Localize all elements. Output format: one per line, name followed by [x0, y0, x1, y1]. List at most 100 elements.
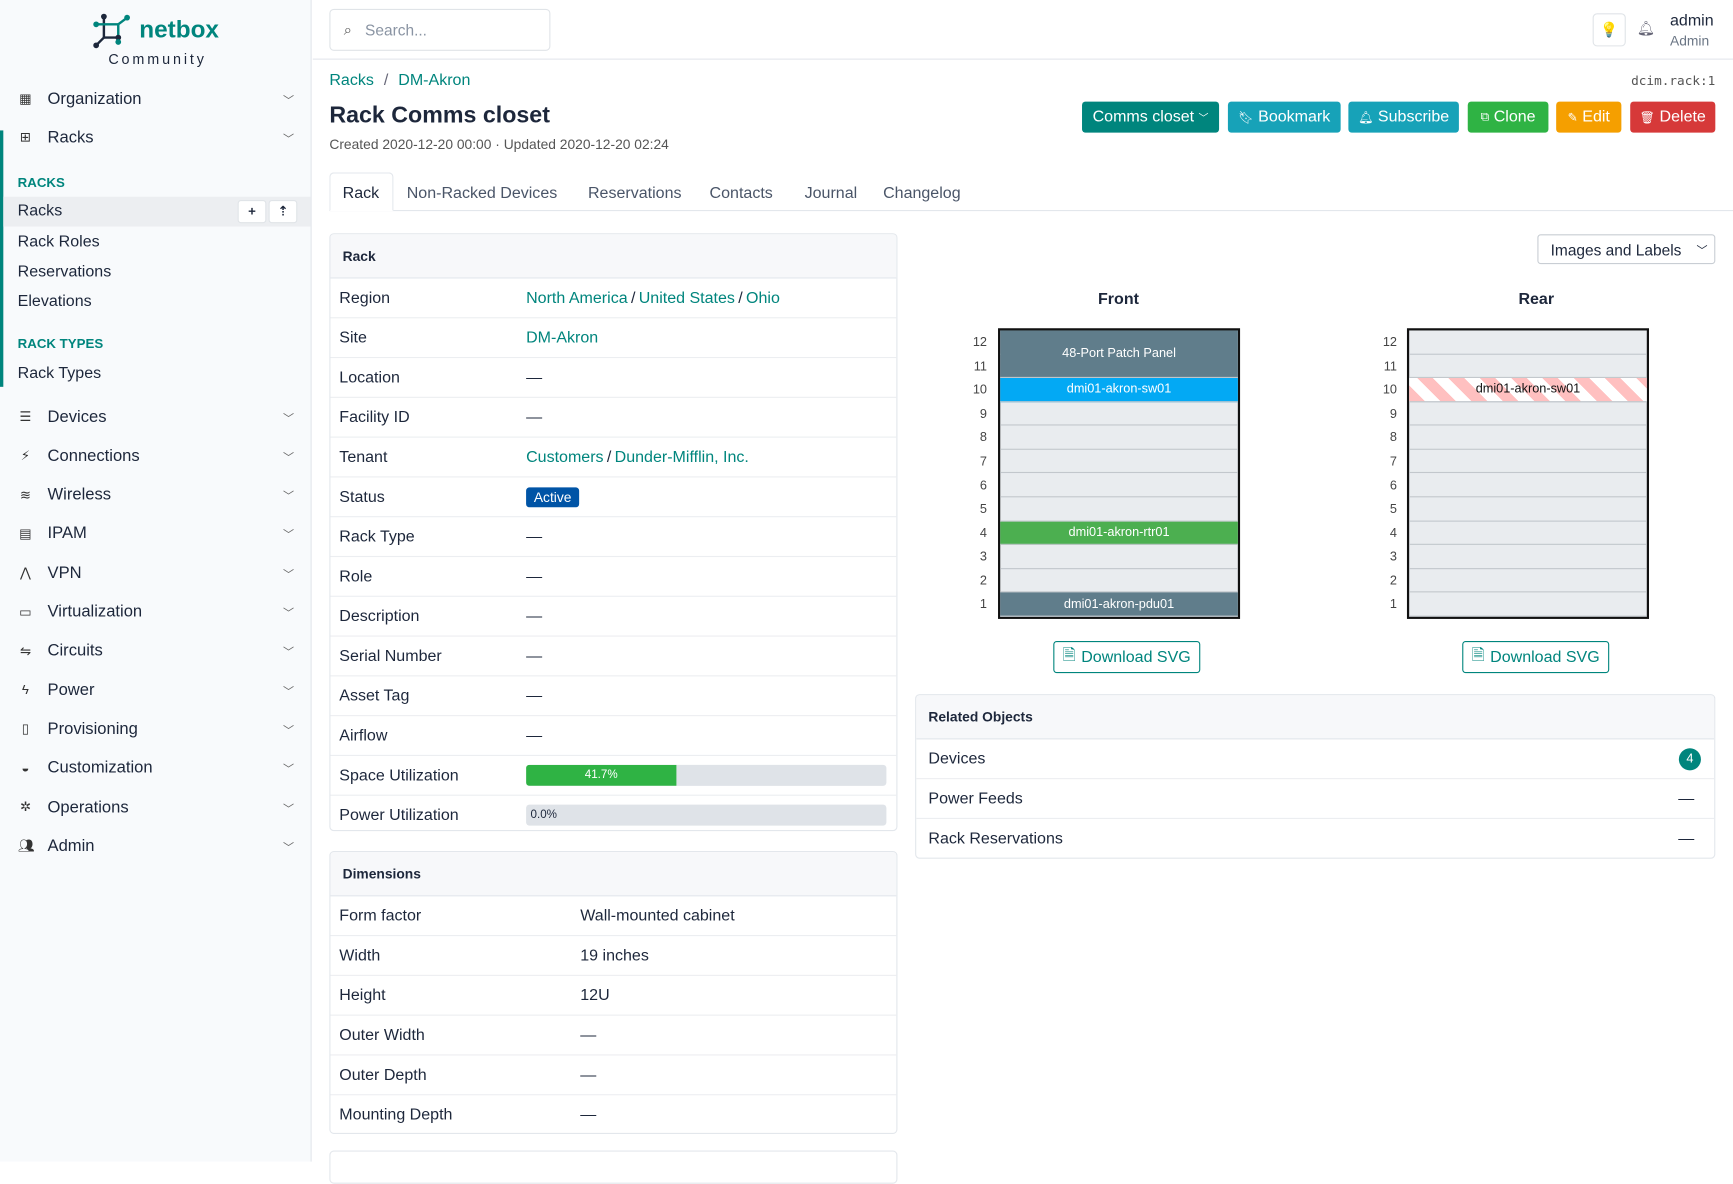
tabs-divider	[329, 209, 1733, 212]
unit-number: 3	[1389, 550, 1398, 564]
sidebar-link-racks[interactable]: Racks	[17, 202, 63, 220]
add-rack-button[interactable]: +	[237, 200, 267, 224]
related-row[interactable]: Power Feeds —	[916, 779, 1715, 819]
sidebar-item-virtualization[interactable]: ▭ Virtualization ﹀	[0, 595, 312, 628]
region-link[interactable]: Ohio	[746, 289, 780, 307]
rack-attr-row: Space Utilization 41.7%	[330, 756, 897, 796]
button-label: Subscribe	[1377, 108, 1450, 126]
user-menu[interactable]: admin	[1670, 12, 1714, 30]
dimension-row: Outer Depth —	[330, 1055, 897, 1096]
chevron-down-icon: ﹀	[282, 451, 294, 464]
sidebar-link-elevations[interactable]: Elevations	[17, 292, 92, 311]
site-link[interactable]: DM-Akron	[526, 328, 599, 347]
sidebar-link-reservations[interactable]: Reservations	[17, 263, 112, 281]
delete-button[interactable]: 🗑︎ Delete	[1630, 101, 1716, 133]
subscribe-button[interactable]: 🔔︎ Subscribe	[1348, 101, 1459, 133]
rack-device-rear[interactable]: dmi01-akron-sw01	[1409, 378, 1647, 403]
download-rear-svg-button[interactable]: 🗎︎ Download SVG	[1462, 641, 1610, 674]
sidebar-item-organization[interactable]: ▦ Organization ﹀	[0, 82, 312, 115]
chevron-down-icon: ﹀	[282, 529, 294, 542]
rack-attr-row: Location —	[330, 358, 897, 398]
breadcrumb-racks[interactable]: Racks	[329, 71, 374, 90]
rack-icon: ⊞	[19, 129, 31, 145]
unit-number: 8	[1389, 431, 1398, 445]
sidebar-link-rack-types[interactable]: Rack Types	[17, 364, 102, 383]
theme-toggle-lightbulb-icon[interactable]: 💡	[1592, 13, 1626, 47]
rack-device[interactable]: dmi01-akron-pdu01	[1000, 592, 1238, 617]
unit-number: 11	[973, 359, 987, 374]
sidebar-item-power[interactable]: ϟ Power ﹀	[0, 673, 312, 706]
chevron-down-icon: ﹀	[282, 763, 294, 777]
bar-label: 0.0%	[530, 807, 557, 822]
unit-number: 12	[1382, 335, 1398, 350]
search-input[interactable]: ⌕ Search...	[329, 8, 551, 51]
file-icon: ▯	[21, 721, 30, 737]
related-row[interactable]: Devices 4	[916, 739, 1715, 780]
tenant-link[interactable]: Dunder-Mifflin, Inc.	[614, 448, 749, 466]
card-header: Dimensions	[330, 852, 897, 897]
related-link[interactable]: Devices	[928, 749, 986, 768]
netbox-logo[interactable]: netbox Community	[93, 11, 226, 68]
rack-device[interactable]: 48-Port Patch Panel	[1000, 330, 1238, 379]
sidebar-item-wireless[interactable]: ≋ Wireless ﹀	[0, 478, 312, 511]
attr-label: Serial Number	[339, 647, 442, 665]
tab-changelog[interactable]: Changelog	[883, 184, 961, 202]
dimension-row: Outer Width —	[330, 1016, 897, 1056]
import-racks-button[interactable]: ⇡	[268, 200, 298, 224]
related-link[interactable]: Power Feeds	[928, 789, 1023, 808]
rack-device[interactable]: dmi01-akron-sw01	[1000, 378, 1238, 403]
card-header: Related Objects	[916, 695, 1715, 740]
sidebar-item-connections[interactable]: ⚡ Connections ﹀	[0, 439, 312, 472]
button-label: Download SVG	[1490, 648, 1600, 666]
sidebar-item-operations[interactable]: ✲ Operations ﹀	[0, 790, 312, 823]
attr-value: 12U	[580, 986, 610, 1005]
sidebar-item-provisioning[interactable]: ▯ Provisioning ﹀	[0, 712, 312, 745]
sidebar-link-rack-roles[interactable]: Rack Roles	[17, 233, 100, 251]
sidebar-item-label: Organization	[47, 88, 142, 108]
rack-attr-row: Serial Number —	[330, 637, 897, 677]
unit-number: 7	[1389, 455, 1398, 469]
notifications-bell-icon[interactable]: 🔔︎	[1636, 19, 1656, 37]
tenant-link[interactable]: Customers	[526, 448, 604, 466]
separator: /	[630, 289, 636, 307]
region-link[interactable]: North America	[526, 289, 628, 307]
top-header: ⌕ Search... 💡 🔔︎ admin Admin	[312, 0, 1733, 60]
related-link[interactable]: Rack Reservations	[928, 829, 1063, 848]
sidebar-item-customization[interactable]: ◒ Customization ﹀	[0, 751, 312, 784]
chevron-down-icon: ﹀	[282, 841, 294, 855]
rack-unit-slot	[1000, 569, 1238, 593]
sidebar-item-vpn[interactable]: ⋀ VPN ﹀	[0, 556, 312, 589]
sidebar-item-admin[interactable]: 👥︎ Admin ﹀	[0, 829, 312, 862]
elevation-view-select[interactable]: Images and Labels ﹀	[1537, 234, 1716, 265]
chevron-down-icon: ﹀	[282, 802, 294, 816]
download-front-svg-button[interactable]: 🗎︎ Download SVG	[1053, 641, 1201, 674]
sidebar-item-label: VPN	[47, 563, 82, 583]
bookmark-button[interactable]: 🔖︎ Bookmark	[1227, 101, 1341, 133]
monitor-icon: ▭	[19, 604, 32, 620]
rack-card: Rack Region North America / United States / O…	[329, 233, 898, 832]
sidebar-item-racks[interactable]: ⊞ Racks ﹀	[0, 120, 312, 153]
clone-button[interactable]: ⧉ Clone	[1467, 101, 1549, 133]
status-badge: Active	[526, 486, 580, 507]
sidebar: netbox Community ▦ Organization ﹀ ⊞ Racks ﹀ …	[0, 0, 312, 1162]
tab-contacts[interactable]: Contacts	[709, 184, 773, 202]
tab-rack[interactable]: Rack	[342, 184, 380, 202]
rack-device[interactable]: dmi01-akron-rtr01	[1000, 521, 1238, 546]
breadcrumb-site[interactable]: DM-Akron	[398, 71, 471, 90]
tab-non-racked-devices[interactable]: Non-Racked Devices	[406, 184, 558, 202]
tab-journal[interactable]: Journal	[804, 184, 858, 202]
search-icon: ⌕	[343, 20, 352, 38]
palette-icon: ◒	[21, 760, 30, 776]
related-row[interactable]: Rack Reservations —	[916, 819, 1714, 858]
count-badge: 4	[1678, 747, 1701, 770]
edit-button[interactable]: ✎ Edit	[1556, 101, 1622, 133]
region-link[interactable]: United States	[638, 289, 735, 307]
attr-label: Power Utilization	[339, 806, 459, 824]
tab-reservations[interactable]: Reservations	[587, 184, 682, 202]
sidebar-item-circuits[interactable]: ⇋ Circuits ﹀	[0, 634, 312, 667]
comms-closet-button[interactable]: Comms closet ﹀	[1082, 101, 1220, 133]
sidebar-item-ipam[interactable]: ▤ IPAM ﹀	[0, 517, 312, 550]
created-updated-meta: Created 2020-12-20 00:00 · Updated 2020-…	[329, 137, 669, 153]
sidebar-item-devices[interactable]: ☰ Devices ﹀	[0, 400, 312, 433]
sidebar-item-label: Operations	[47, 797, 129, 817]
